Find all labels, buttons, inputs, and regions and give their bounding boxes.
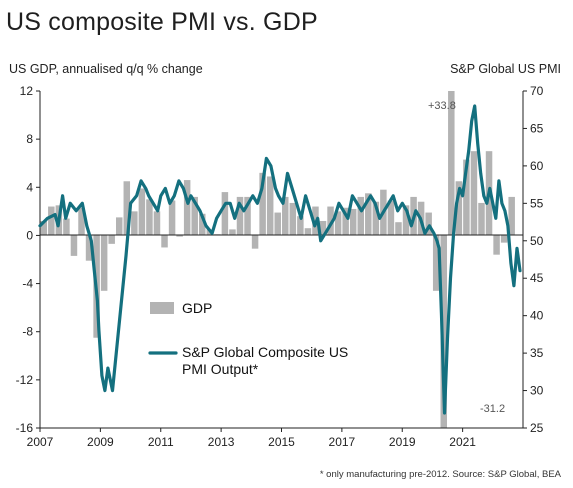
gdp-bar [259, 172, 266, 236]
gdp-bar [470, 151, 478, 236]
right-tick-label: 65 [530, 121, 544, 135]
x-tick-label: 2017 [329, 435, 356, 449]
x-tick-label: 2009 [87, 435, 114, 449]
gdp-bar [365, 193, 372, 236]
gdp-bar [282, 196, 289, 236]
gdp-bar [440, 235, 448, 428]
right-tick-label: 25 [530, 421, 544, 435]
gdp-bar [395, 222, 402, 236]
legend-gdp-swatch [150, 302, 174, 314]
gdp-bar [168, 200, 176, 236]
annotation-gdp-low: -31.2 [480, 403, 505, 415]
chart-title: US composite PMI vs. GDP [6, 8, 318, 36]
pmi-line [38, 104, 522, 415]
gdp-bar [70, 235, 78, 256]
x-tick-label: 2019 [389, 435, 416, 449]
legend-gdp-label: GDP [182, 300, 212, 316]
gdp-bar [425, 212, 432, 236]
gdp-bar [289, 202, 297, 236]
gdp-bar [478, 202, 485, 236]
gdp-bar [100, 235, 108, 291]
gdp-bar [244, 196, 251, 236]
gdp-bar [297, 216, 304, 236]
right-tick-label: 45 [530, 271, 544, 285]
right-tick-label: 50 [530, 234, 544, 248]
left-tick-label: -16 [16, 421, 34, 435]
gdp-bar [266, 176, 274, 236]
gdp-bar [138, 188, 146, 236]
gdp-bar [508, 196, 515, 236]
left-tick-label: -4 [22, 277, 33, 291]
right-tick-label: 60 [530, 159, 544, 173]
gdp-bar [153, 211, 161, 236]
gdp-bar [176, 235, 183, 237]
gdp-bar [236, 196, 244, 236]
gdp-bar [108, 235, 115, 244]
x-tick-label: 2013 [208, 435, 235, 449]
gdp-bar [304, 228, 312, 236]
gdp-bar [455, 181, 463, 236]
gdp-bar [183, 180, 191, 236]
x-tick-label: 2015 [268, 435, 295, 449]
left-tick-label: 8 [26, 132, 33, 146]
gdp-bar [463, 159, 470, 236]
gdp-bar [387, 200, 395, 236]
right-tick-label: 40 [530, 309, 544, 323]
gdp-bar [327, 206, 334, 236]
annotation-gdp-high: +33.8 [428, 100, 456, 112]
x-tick-label: 2007 [27, 435, 54, 449]
left-tick-label: -8 [22, 325, 33, 339]
gdp-bar [357, 196, 364, 236]
gdp-bar [63, 218, 70, 236]
gdp-bar [78, 207, 85, 236]
x-tick-label: 2011 [148, 435, 174, 449]
gdp-bar [221, 192, 229, 236]
left-tick-label: 12 [20, 84, 34, 98]
gdp-bar [199, 213, 206, 236]
legend-pmi-label-line2: PMI Output* [182, 361, 259, 377]
gdp-bar [146, 199, 153, 236]
gdp-bar [493, 235, 500, 255]
gdp-bar [500, 235, 508, 243]
annotations: +33.8 -31.2 [428, 100, 505, 415]
gdp-bar [123, 181, 131, 236]
gdp-bar [251, 235, 259, 249]
right-tick-label: 30 [530, 384, 544, 398]
gdp-bar [334, 211, 342, 236]
pmi-line-layer [38, 104, 522, 415]
gdp-bar [349, 208, 357, 236]
gdp-bar [342, 207, 349, 236]
right-tick-label: 55 [530, 196, 544, 210]
gdp-bar [40, 220, 48, 236]
right-tick-label: 70 [530, 84, 544, 98]
gdp-bar [191, 196, 198, 236]
left-tick-label: 0 [26, 228, 33, 242]
gdp-bar [229, 229, 236, 236]
x-tick-label: 2021 [449, 435, 476, 449]
left-tick-label: 4 [26, 180, 33, 194]
gdp-bar [48, 206, 55, 236]
gdp-bar [161, 235, 168, 248]
legend-pmi-label: S&P Global Composite US [182, 344, 348, 360]
right-axis-title: S&P Global US PMI [450, 62, 561, 76]
left-axis-title: US GDP, annualised q/q % change [9, 62, 203, 76]
gdp-bar [402, 205, 410, 236]
gdp-bar [85, 235, 93, 261]
gdp-bar [115, 217, 123, 236]
gdp-bar [432, 235, 440, 291]
gdp-bar [274, 212, 281, 236]
left-tick-label: -12 [16, 373, 34, 387]
gdp-bar [372, 201, 380, 236]
gdp-bar [319, 220, 327, 236]
gdp-bar [448, 91, 455, 236]
right-tick-label: 35 [530, 346, 544, 360]
source-footnote: * only manufacturing pre-2012. Source: S… [319, 469, 561, 480]
gdp-bar [131, 211, 138, 236]
